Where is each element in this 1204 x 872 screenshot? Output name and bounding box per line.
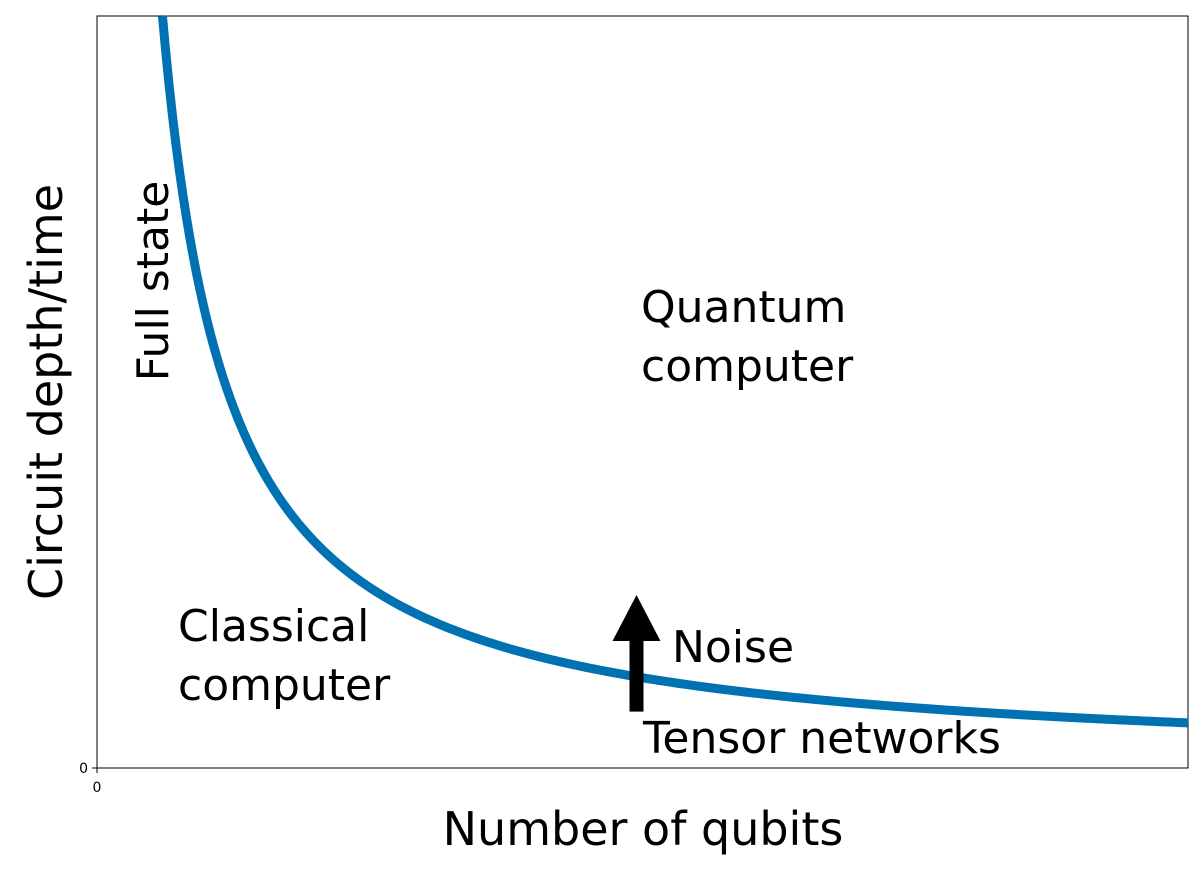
y-axis-label: Circuit depth/time: [19, 184, 73, 600]
x-tick-label: 0: [93, 780, 102, 796]
x-axis-label: Number of qubits: [443, 802, 844, 856]
noise-arrow-head: [612, 595, 661, 642]
noise-arrow: [612, 595, 661, 712]
y-tick-label: 0: [79, 761, 88, 777]
annotation-noise: Noise: [672, 622, 794, 673]
annotation-quantum-line2: computer: [641, 341, 854, 392]
annotation-classical-line1: Classical: [178, 601, 369, 652]
plot-frame: [96, 15, 1189, 769]
noise-arrow-shaft: [629, 641, 644, 712]
curve-series-line: [157, 15, 1189, 728]
annotation-classical-line2: computer: [178, 660, 391, 711]
annotation-quantum-line1: Quantum: [641, 282, 846, 333]
annotation-tensor-networks: Tensor networks: [642, 713, 1001, 764]
annotation-full-state: Full state: [128, 181, 179, 382]
